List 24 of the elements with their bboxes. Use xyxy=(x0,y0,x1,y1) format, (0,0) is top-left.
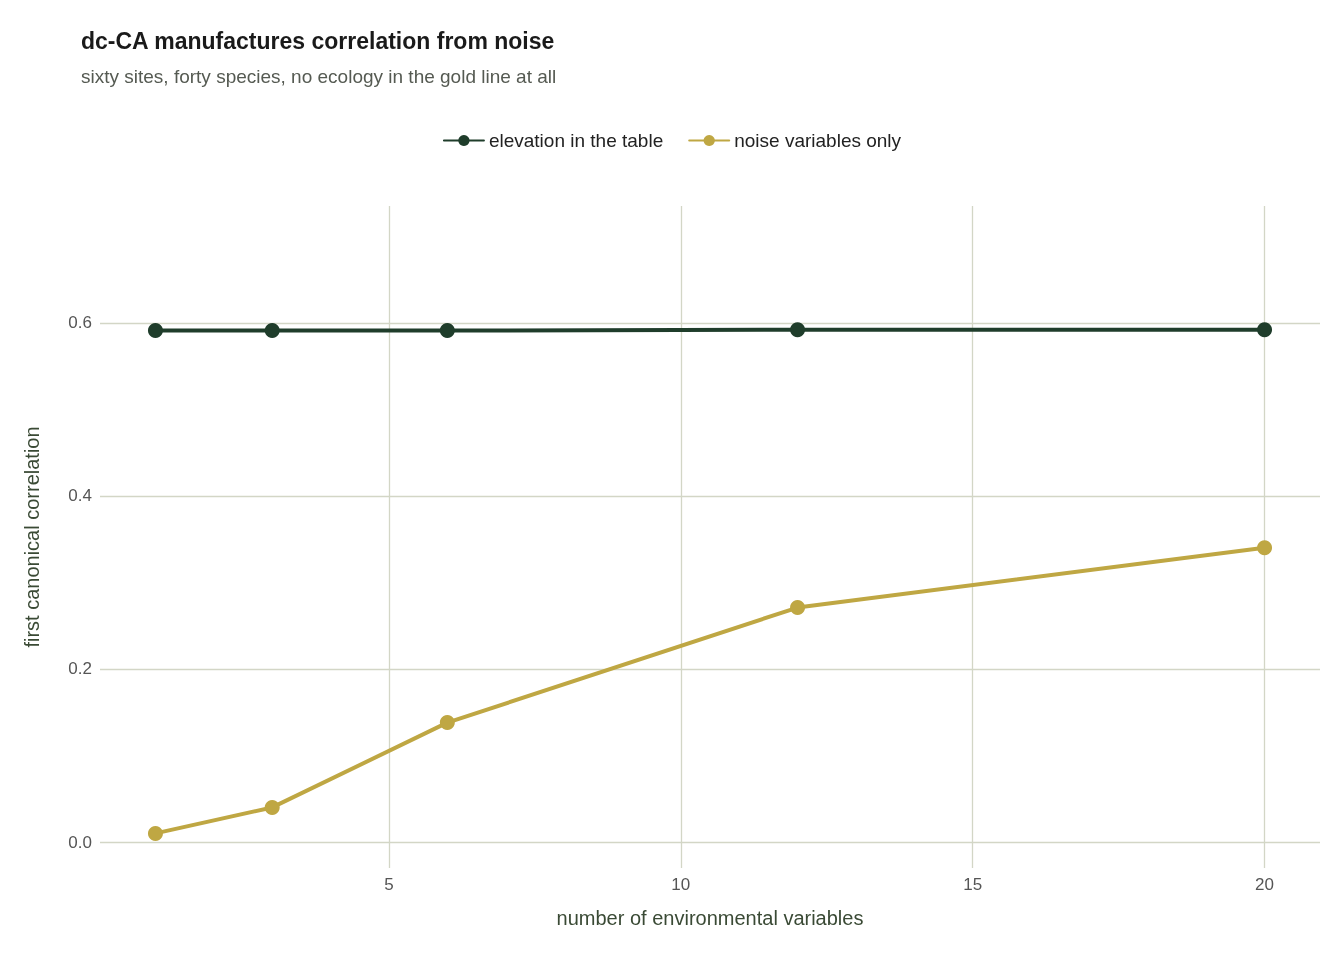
point xyxy=(147,323,163,339)
y-tick-label: 0.2 xyxy=(68,659,92,679)
point xyxy=(264,323,280,339)
point xyxy=(439,715,455,731)
point xyxy=(790,322,806,338)
point xyxy=(1257,540,1273,556)
x-axis-title: number of environmental variables xyxy=(556,907,864,929)
point xyxy=(147,825,163,841)
legend-label: noise variables only xyxy=(734,130,902,151)
x-tick-label: 20 xyxy=(1255,875,1275,894)
point xyxy=(1257,322,1273,338)
x-tick-label: 5 xyxy=(384,875,394,894)
point xyxy=(264,799,280,815)
point xyxy=(790,600,806,616)
x-tick-label: 10 xyxy=(671,875,691,894)
chart-title: dc-CA manufactures correlation from noise xyxy=(81,27,555,54)
legend-label: elevation in the table xyxy=(488,130,664,151)
y-tick-label: 0.0 xyxy=(68,832,92,852)
y-axis-title: first canonical correlation xyxy=(21,426,43,648)
x-tick-label: 15 xyxy=(963,875,983,894)
y-tick-label: 0.6 xyxy=(68,313,92,333)
y-tick-label: 0.4 xyxy=(68,486,92,506)
point xyxy=(439,323,455,339)
chart-subtitle: sixty sites, forty species, no ecology in the gold line at all xyxy=(81,66,557,87)
